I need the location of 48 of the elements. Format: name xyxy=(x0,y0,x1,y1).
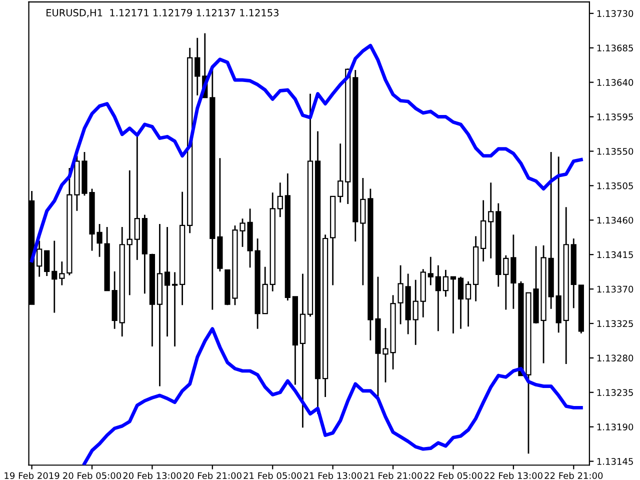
text: EURUSD,H1 1.12171 1.12179 1.12137 1.12153 xyxy=(46,9,278,18)
x-tick-label: 20 Feb 05:00 xyxy=(63,472,122,480)
candlestick xyxy=(338,142,344,204)
y-tick-label: 1.13190 xyxy=(597,424,634,430)
y-tick-label: 1.13325 xyxy=(597,320,633,328)
x-tick-label: 21 Feb 05:00 xyxy=(244,472,302,480)
candlestick xyxy=(44,250,50,277)
candlestick xyxy=(442,269,449,298)
candlestick xyxy=(36,240,42,278)
candlestick xyxy=(465,280,472,328)
candlestick xyxy=(458,276,464,330)
y-tick-label: 1.13505 xyxy=(597,182,633,190)
candlestick xyxy=(59,260,65,286)
x-tick-label: 19 Feb 2019 xyxy=(4,472,60,480)
candlestick xyxy=(412,279,418,346)
x-tick-label: 20 Feb 21:00 xyxy=(183,472,242,480)
y-tick-label: 1.13280 xyxy=(597,354,634,362)
y-tick-label: 1.13730 xyxy=(597,10,634,17)
candlestick xyxy=(194,37,200,96)
y-tick-label: 1.13685 xyxy=(597,44,633,52)
y-tick-label: 1.13370 xyxy=(597,286,634,293)
candlestick xyxy=(172,271,178,348)
candlestick xyxy=(277,182,283,218)
x-tick-label: 22 Feb 05:00 xyxy=(424,472,482,480)
candlestick xyxy=(503,254,509,310)
y-tick-label: 1.13595 xyxy=(597,113,633,120)
x-tick-label: 21 Feb 13:00 xyxy=(304,472,362,480)
candlestick xyxy=(488,182,494,260)
line-series xyxy=(82,327,583,466)
line-series xyxy=(30,44,583,262)
x-tick-label: 21 Feb 21:00 xyxy=(364,472,422,480)
candlestick xyxy=(360,177,366,286)
x-tick-label: 22 Feb 13:00 xyxy=(484,472,542,480)
candlestick xyxy=(435,264,441,332)
candlestick xyxy=(52,240,58,314)
candlestick xyxy=(134,134,140,261)
x-tick-label: 20 Feb 13:00 xyxy=(123,472,182,480)
candlestick xyxy=(450,276,456,334)
y-tick-label: 1.13460 xyxy=(597,216,634,224)
candlestick xyxy=(428,256,434,286)
y-tick-label: 1.13550 xyxy=(597,148,634,155)
y-tick-label: 1.13415 xyxy=(597,251,633,258)
y-tick-label: 1.13235 xyxy=(597,389,633,396)
x-tick-label: 22 Feb 21:00 xyxy=(544,472,603,480)
candlestick xyxy=(126,170,132,296)
y-tick-label: 1.13145 xyxy=(597,458,633,465)
candlestick xyxy=(164,226,170,338)
y-tick-label: 1.13640 xyxy=(597,79,634,86)
